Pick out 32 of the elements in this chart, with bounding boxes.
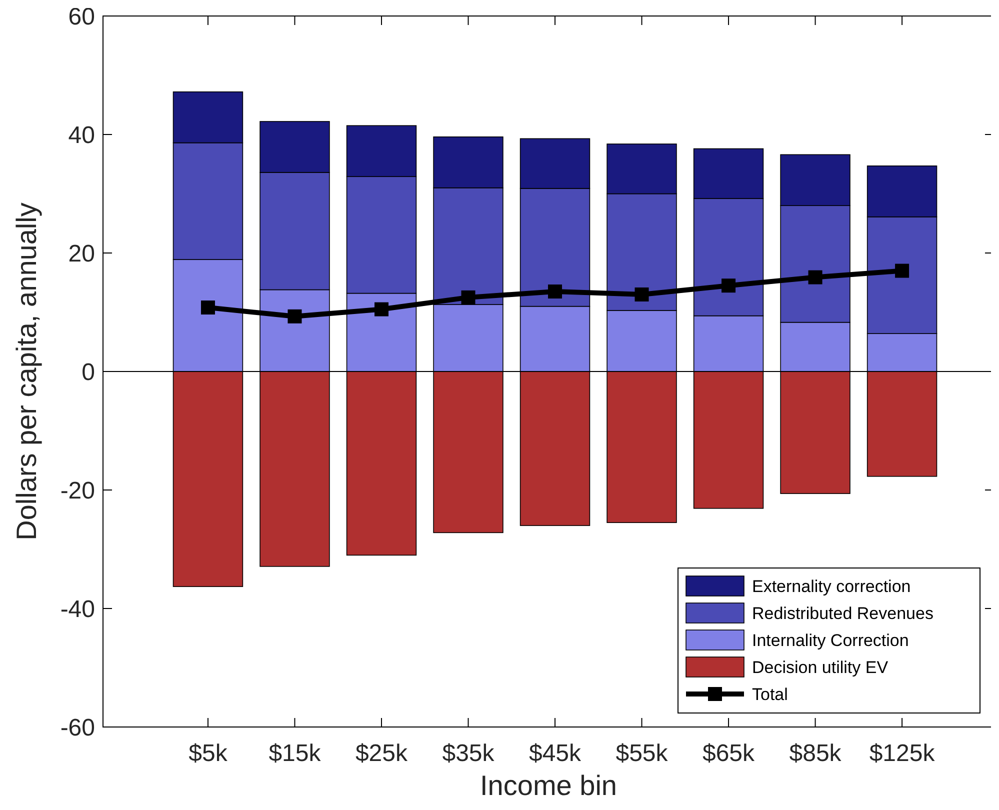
x-tick-label: $85k xyxy=(789,740,842,767)
legend-label: Redistributed Revenues xyxy=(752,604,934,623)
y-tick-label: -60 xyxy=(60,714,95,742)
legend-label: Total xyxy=(752,684,788,704)
legend-label: Externality correction xyxy=(752,576,911,596)
x-axis-title: Income bin xyxy=(480,770,617,801)
x-tick-label: $45k xyxy=(528,740,582,767)
point xyxy=(200,300,215,315)
legend-label: Decision utility EV xyxy=(752,658,889,677)
y-tick-label: -20 xyxy=(60,477,95,504)
x-tick-label: $55k xyxy=(616,740,669,767)
point xyxy=(374,302,388,316)
x-tick-label: $25k xyxy=(355,740,409,767)
point xyxy=(634,287,649,302)
x-tick-label: $35k xyxy=(442,740,496,767)
x-tick-label: $125k xyxy=(869,740,936,767)
point xyxy=(722,278,736,293)
x-tick-label: $5k xyxy=(188,740,228,767)
x-tick-label: $15k xyxy=(268,740,322,767)
point xyxy=(548,284,562,299)
legend-label: Internality Correction xyxy=(752,630,909,650)
y-tick-label: 60 xyxy=(68,3,95,30)
x-tick-label: $65k xyxy=(702,740,756,767)
point xyxy=(461,290,476,304)
point xyxy=(288,309,302,324)
y-tick-label: -40 xyxy=(60,596,95,623)
point xyxy=(808,270,822,284)
y-tick-label: 20 xyxy=(68,240,95,268)
y-tick-label: 40 xyxy=(68,122,95,149)
y-tick-label: 0 xyxy=(82,358,95,386)
point xyxy=(895,264,910,278)
y-axis-title: Dollars per capita, annually xyxy=(11,202,42,540)
